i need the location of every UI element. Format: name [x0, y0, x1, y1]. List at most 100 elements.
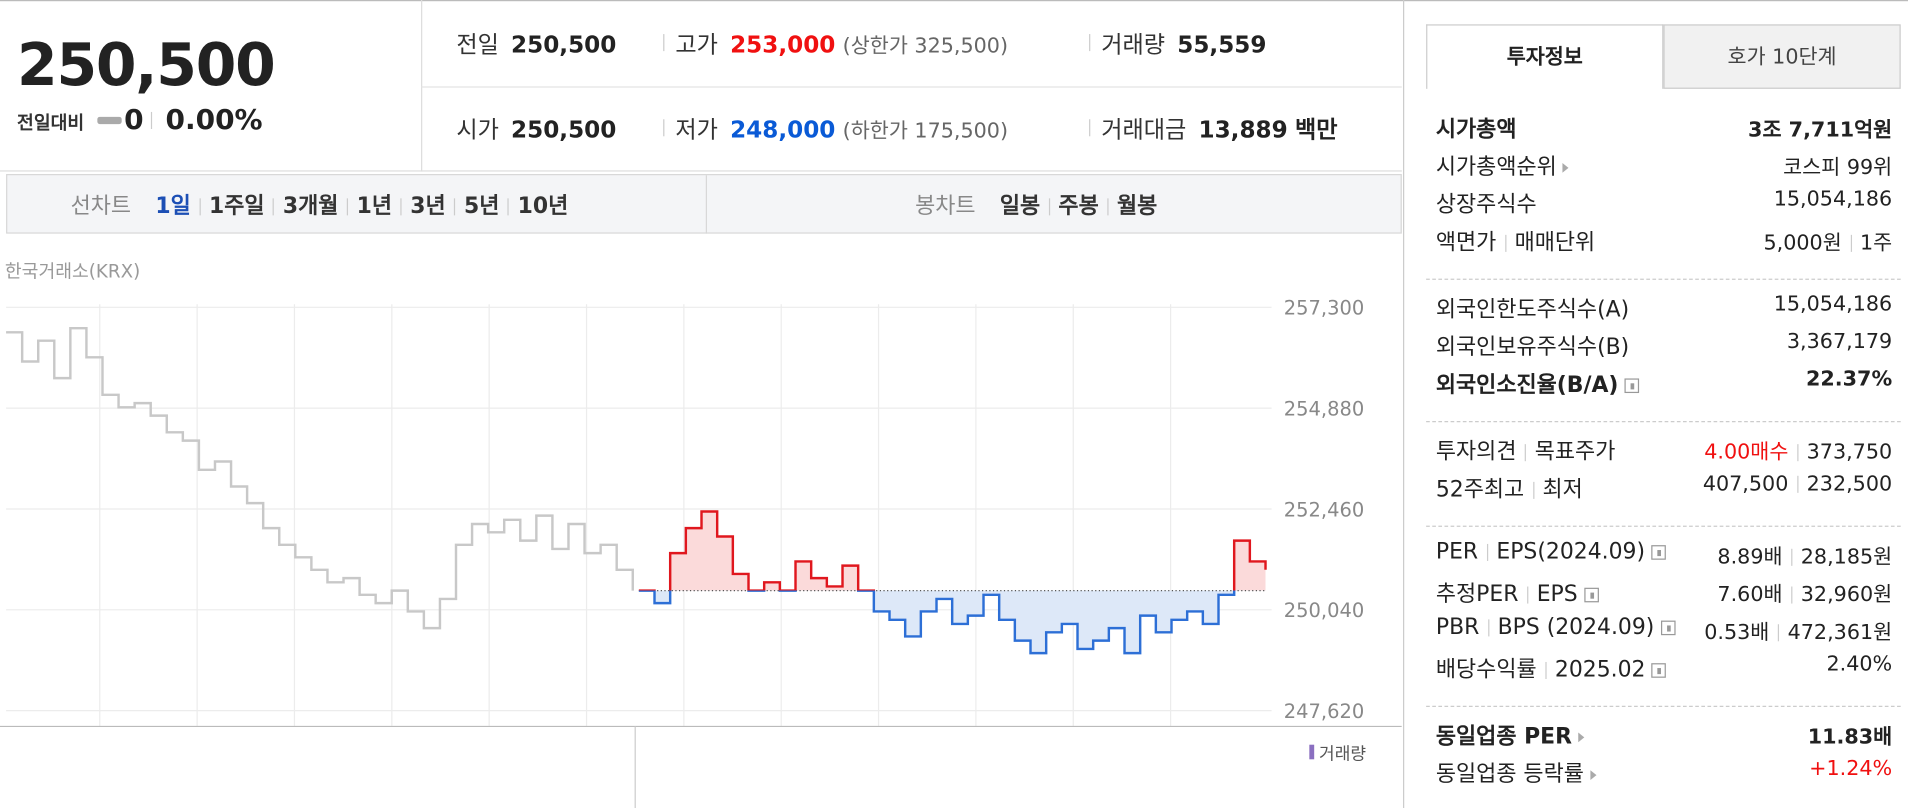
separator — [1850, 234, 1852, 252]
price-line — [638, 510, 1267, 655]
separator — [1777, 624, 1780, 642]
value-part: 코스피 99위 — [1783, 155, 1893, 181]
label-part: 액면가 — [1435, 229, 1497, 256]
candle-tab[interactable]: 월봉 — [1116, 193, 1158, 220]
label-part: 상장주식수 — [1435, 192, 1537, 218]
separator — [1526, 586, 1529, 604]
volume-legend-swatch — [1309, 744, 1315, 760]
value-part: 15,054,186 — [1773, 292, 1893, 317]
change: 0 — [124, 104, 144, 137]
item-value: 13,889 — [1198, 116, 1288, 144]
separator — [1791, 586, 1793, 604]
item-label: 거래량 — [1101, 31, 1166, 59]
label-part: 추정PER — [1435, 581, 1519, 608]
label-part: PBR — [1435, 614, 1480, 641]
value-part: 232,500 — [1806, 472, 1893, 497]
info-label: 투자의견 목표주가 — [1436, 434, 1615, 466]
value-part: 32,960원 — [1800, 582, 1893, 608]
separator — [199, 198, 201, 216]
info-value: 0.53배 472,361원 — [1704, 615, 1892, 645]
info-value: 15,054,186 — [1774, 187, 1892, 211]
label-part: 동일업종 등락률 — [1435, 761, 1584, 788]
value-part: 0.53배 — [1704, 620, 1770, 645]
item-label: 거래대금 — [1101, 116, 1187, 144]
tab-row: 선차트 1일 1주일 3개월 1년 3년 5년 10년 — [71, 189, 569, 221]
item-value: 253,000 — [730, 31, 836, 59]
period-tab[interactable]: 3개월 — [282, 193, 339, 220]
item-value: 55,559 — [1177, 31, 1267, 59]
label-part: 외국인소진율(B/A) — [1435, 372, 1619, 398]
separator — [1791, 548, 1793, 566]
label-part: 매매단위 — [1514, 229, 1596, 256]
label-part: 2025.02 — [1554, 657, 1646, 683]
flat-icon — [97, 116, 122, 125]
help-icon — [1660, 620, 1676, 636]
top-border — [0, 0, 1908, 2]
value-part: 7.60배 — [1717, 582, 1783, 608]
info-value: 5,000원 1주 — [1763, 225, 1892, 255]
period-tab[interactable]: 5년 — [463, 193, 500, 220]
arrow-icon — [1589, 770, 1597, 780]
label-part: 배당수익률 — [1435, 657, 1537, 683]
divider — [1403, 0, 1405, 808]
info-tab[interactable]: 투자정보 — [1426, 24, 1664, 89]
separator — [1089, 119, 1091, 137]
separator — [1486, 543, 1488, 561]
item-note: (상한가 325,500) — [842, 34, 1009, 59]
divider — [0, 170, 1402, 172]
candle-tab[interactable]: 주봉 — [1058, 193, 1099, 220]
info-label: 동일업종 PER — [1436, 719, 1585, 751]
period-tab[interactable]: 3년 — [410, 193, 446, 220]
separator — [273, 198, 275, 216]
separator — [1532, 481, 1534, 499]
value-part: 28,185원 — [1800, 545, 1893, 570]
section-divider — [1426, 705, 1901, 707]
period-tab[interactable]: 1주일 — [209, 193, 265, 220]
period-tab[interactable]: 10년 — [517, 193, 569, 220]
info-value: 3조 7,711억원 — [1748, 112, 1892, 142]
value-part: 8.89배 — [1717, 545, 1783, 570]
info-value: 3,367,179 — [1787, 330, 1892, 354]
quote-item: 시가 250,500 — [456, 112, 616, 145]
value-part: 407,500 — [1702, 472, 1789, 497]
info-value: 407,500 232,500 — [1703, 472, 1892, 496]
info-label: 액면가 매매단위 — [1436, 225, 1595, 257]
period-tab[interactable]: 1년 — [356, 193, 393, 220]
label-part: PER — [1435, 539, 1479, 565]
separator — [1107, 198, 1109, 216]
label-part: EPS — [1536, 581, 1578, 608]
separator — [1796, 475, 1799, 493]
item-unit: 백만 — [1295, 116, 1338, 144]
info-value: 22.37% — [1806, 367, 1892, 391]
label-part: 최저 — [1542, 477, 1583, 503]
info-tab[interactable]: 호가 10단계 — [1663, 24, 1901, 89]
y-tick-label: 257,300 — [1284, 297, 1364, 320]
value-part: 22.37% — [1806, 367, 1893, 392]
price: 250,500 — [17, 31, 276, 100]
info-label: 외국인소진율(B/A) — [1435, 367, 1640, 399]
arrow-icon — [1578, 732, 1585, 743]
help-icon — [1651, 545, 1666, 560]
item-value: 250,500 — [511, 116, 617, 144]
price-line — [6, 326, 634, 630]
info-label: 배당수익률 2025.02 — [1435, 652, 1667, 684]
info-value: 코스피 99위 — [1783, 150, 1892, 180]
separator — [1796, 444, 1799, 462]
label-part: 시가총액순위 — [1435, 154, 1557, 181]
info-value: 15,054,186 — [1774, 292, 1892, 316]
divider — [421, 0, 423, 172]
separator — [400, 198, 402, 216]
info-label: 외국인보유주식수(B) — [1436, 330, 1629, 362]
separator — [1525, 444, 1527, 462]
value-part: 15,054,186 — [1773, 187, 1893, 212]
item-label: 전일 — [456, 31, 499, 59]
label-part: EPS(2024.09) — [1496, 539, 1646, 565]
candle-tab[interactable]: 일봉 — [999, 193, 1041, 220]
separator — [1487, 619, 1490, 637]
info-value: 11.83배 — [1808, 719, 1892, 749]
arrow-icon — [1562, 163, 1569, 173]
value-part: 3,367,179 — [1786, 329, 1893, 355]
info-value: +1.24% — [1809, 757, 1892, 781]
period-tab[interactable]: 1일 — [155, 193, 191, 220]
